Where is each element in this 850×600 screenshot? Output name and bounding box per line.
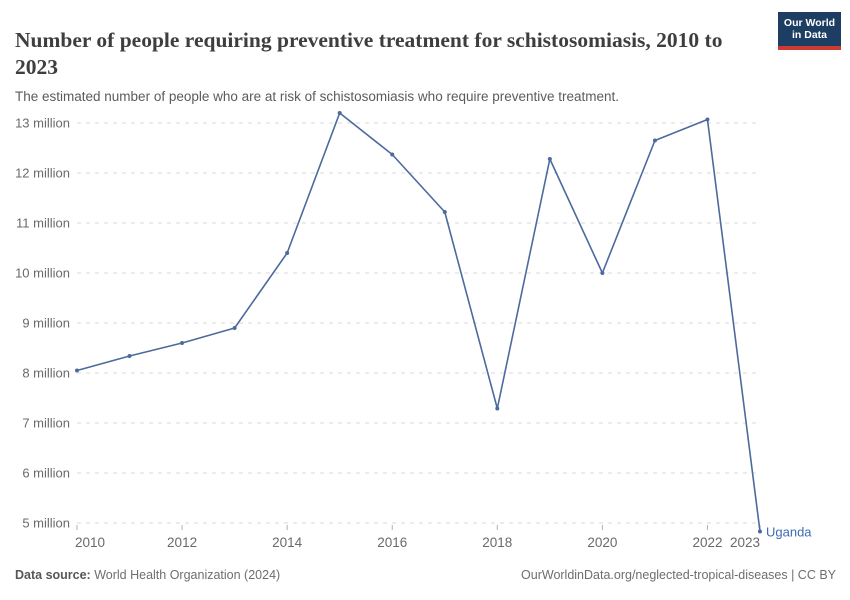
data-point[interactable]: [495, 406, 500, 411]
owid-footer-link[interactable]: OurWorldinData.org/neglected-tropical-di…: [521, 568, 836, 582]
entity-label-uganda[interactable]: Uganda: [766, 525, 812, 540]
x-axis-tick-label: 2010: [75, 535, 105, 550]
data-point[interactable]: [390, 152, 395, 157]
data-point[interactable]: [180, 341, 185, 345]
data-point[interactable]: [337, 111, 342, 115]
data-point[interactable]: [758, 529, 762, 534]
data-source-value: World Health Organization (2024): [90, 568, 281, 582]
data-point[interactable]: [232, 326, 237, 330]
x-axis-tick-label: 2016: [377, 535, 407, 550]
y-axis-tick-label: 7 million: [22, 416, 70, 431]
x-axis-tick-label: 2022: [692, 535, 722, 550]
chart-subtitle: The estimated number of people who are a…: [15, 88, 620, 104]
y-axis-tick-label: 13 million: [15, 116, 70, 131]
y-axis-tick-label: 5 million: [22, 516, 70, 531]
x-axis-tick-label: 2012: [167, 535, 197, 550]
data-point[interactable]: [547, 157, 552, 161]
data-point[interactable]: [285, 251, 290, 255]
chart-footer: Data source: World Health Organization (…: [15, 568, 836, 582]
data-source-label: Data source:: [15, 568, 91, 582]
chart-title: Number of people requiring preventive tr…: [15, 28, 723, 80]
data-point[interactable]: [705, 117, 710, 122]
y-axis-tick-label: 8 million: [22, 366, 70, 381]
series-line-uganda: [76, 112, 761, 532]
y-axis-tick-label: 9 million: [22, 316, 70, 331]
x-axis-tick-label: 2020: [587, 535, 617, 550]
owid-logo-line2: in Data: [791, 29, 827, 41]
data-point[interactable]: [127, 354, 132, 358]
data-point[interactable]: [652, 138, 657, 143]
data-point[interactable]: [442, 210, 447, 214]
y-axis-tick-label: 11 million: [16, 216, 70, 231]
owid-logo-line1: Our World: [783, 16, 836, 29]
y-axis-tick-label: 12 million: [15, 166, 70, 181]
x-axis-tick-label: 2023: [730, 535, 760, 550]
x-axis-tick-label: 2018: [482, 535, 512, 550]
owid-logo[interactable]: Our World in Data: [778, 12, 841, 50]
x-axis-tick-label: 2014: [272, 535, 303, 550]
data-source-note: Data source: World Health Organization (…: [15, 568, 280, 582]
y-axis-tick-label: 10 million: [15, 266, 70, 281]
y-axis-tick-label: 6 million: [22, 466, 70, 481]
data-point[interactable]: [75, 368, 79, 373]
data-point[interactable]: [600, 271, 605, 275]
